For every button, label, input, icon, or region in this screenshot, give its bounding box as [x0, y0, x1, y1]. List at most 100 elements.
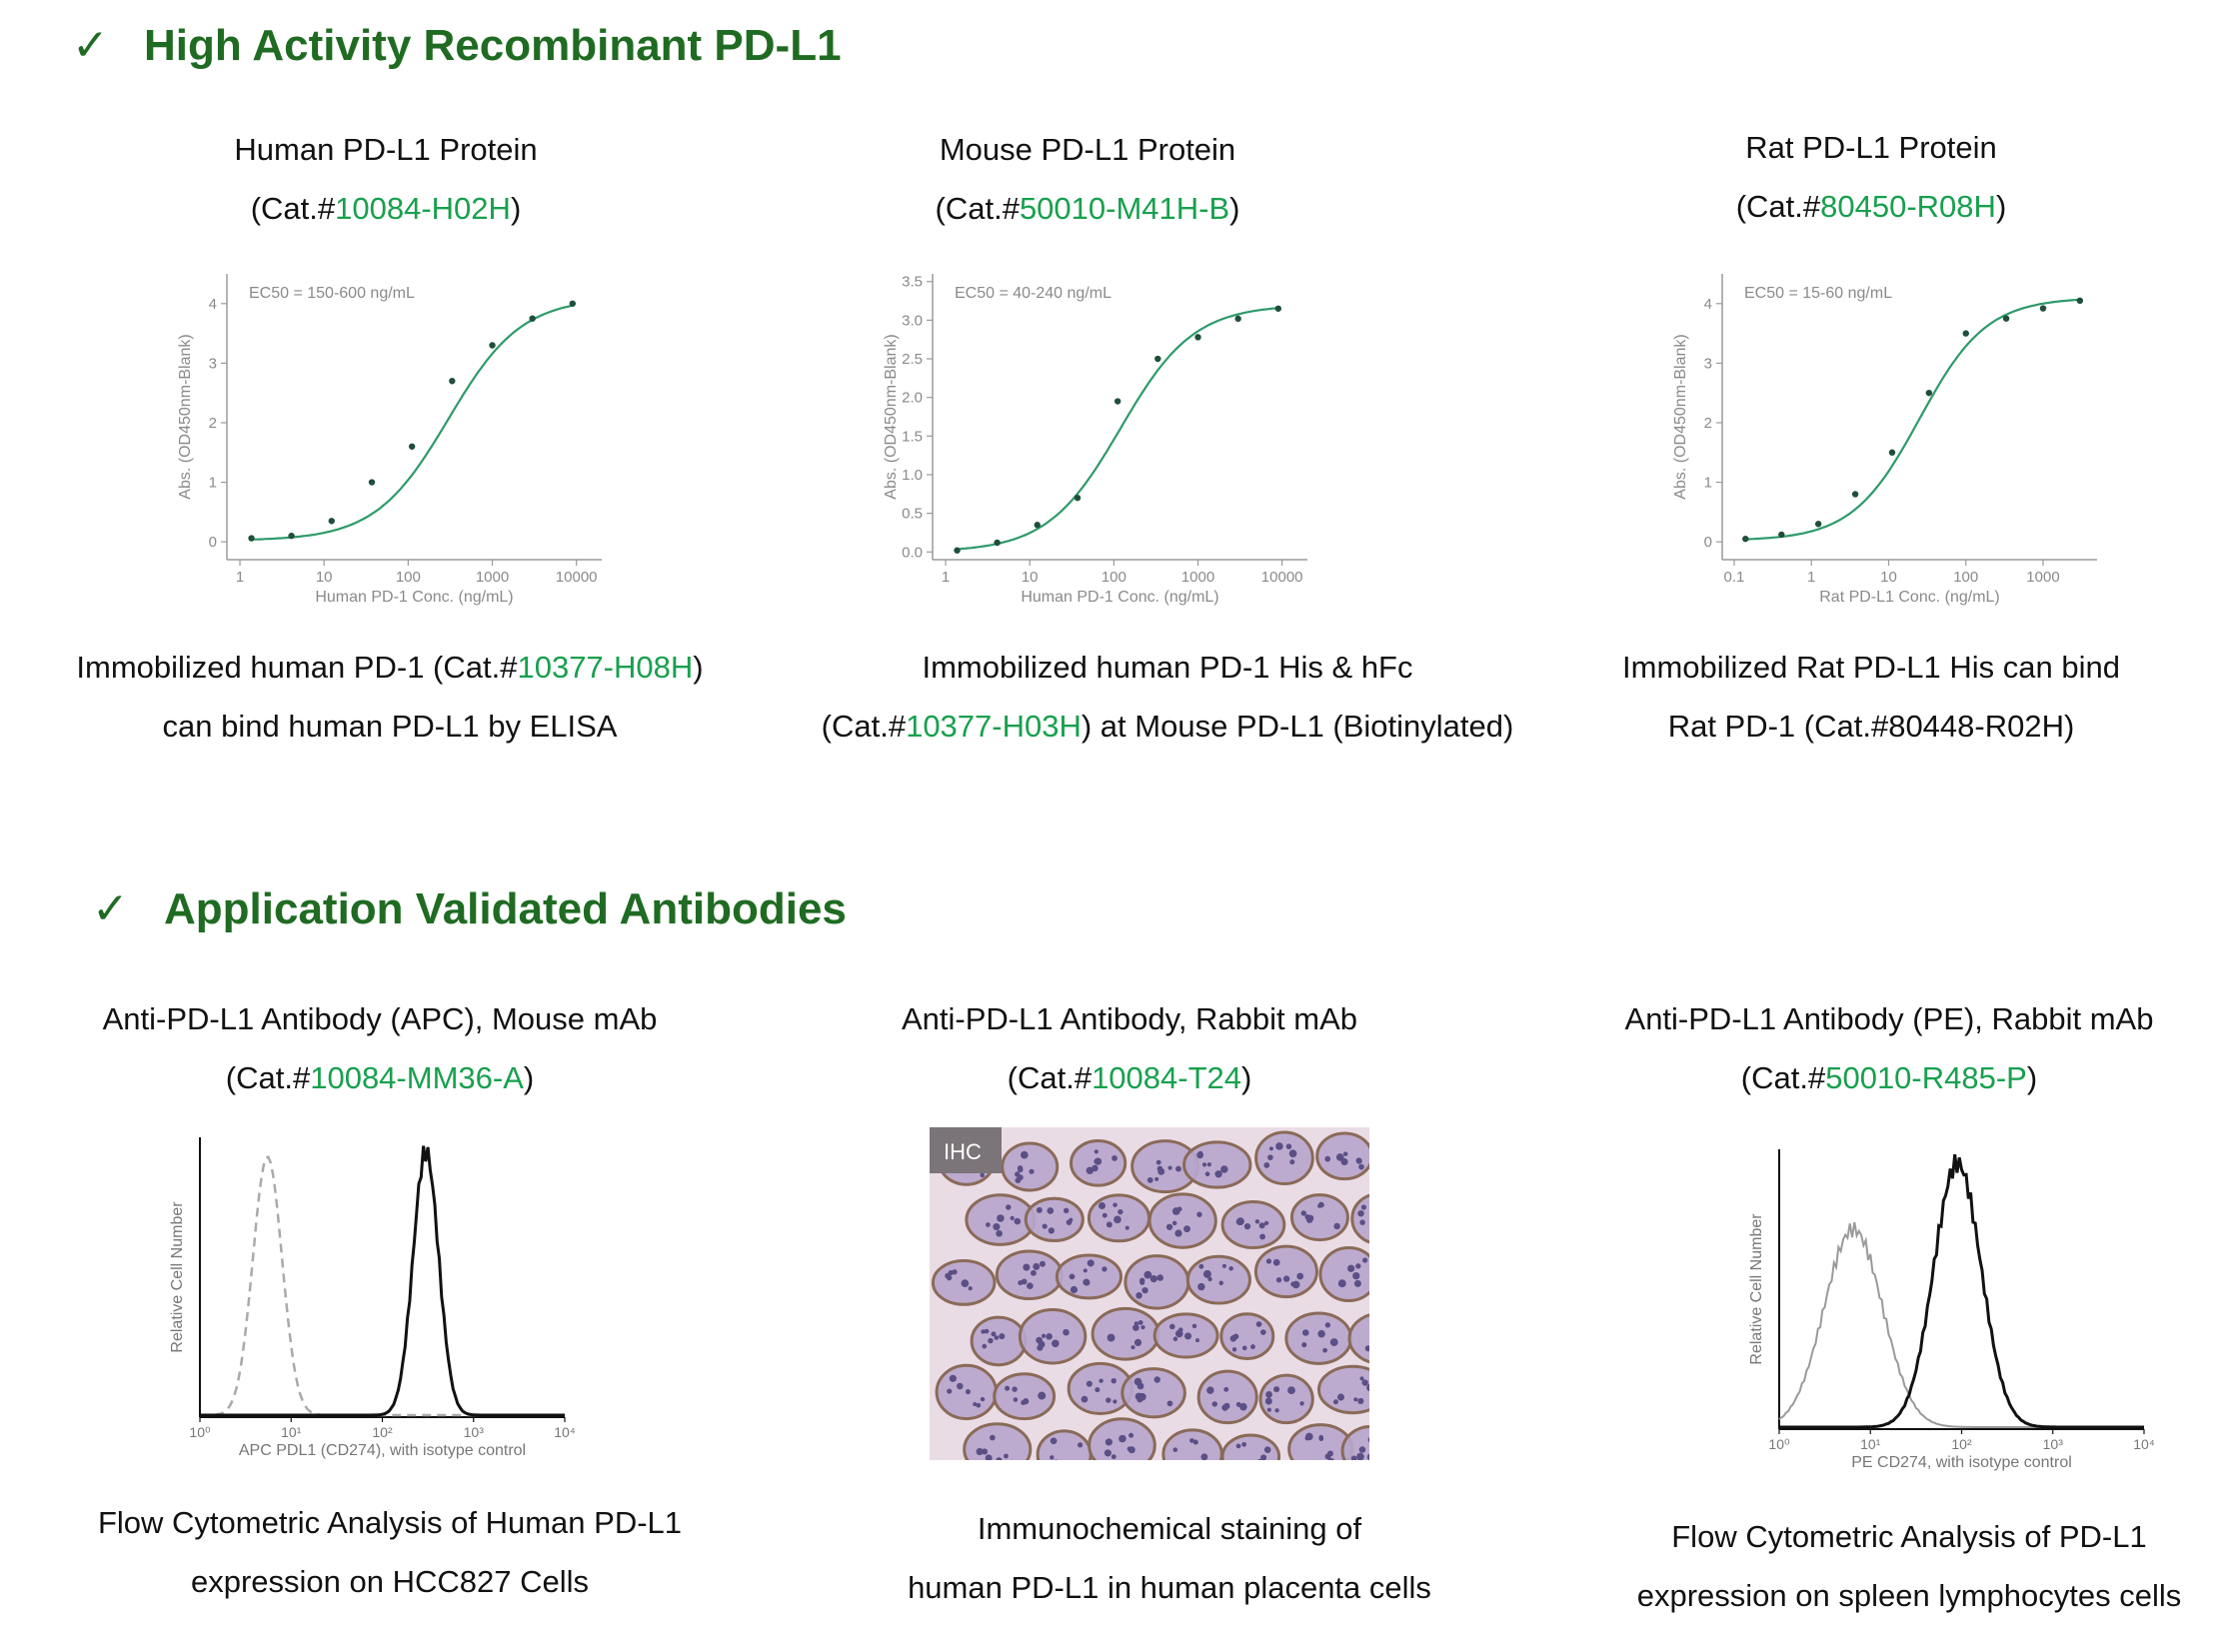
nucleus	[1041, 1333, 1047, 1338]
nucleus	[1235, 1443, 1241, 1449]
flow-chart-spleen: 10⁰ 10¹ 10² 10³ 10⁴ PE CD274, with isotype co…	[1739, 1139, 2159, 1479]
nucleus	[1366, 1345, 1369, 1351]
catalog-link[interactable]: 10377-H08H	[517, 650, 694, 685]
nucleus	[1169, 1323, 1175, 1330]
nucleus	[1223, 1402, 1230, 1409]
nucleus	[1336, 1393, 1345, 1401]
nucleus	[994, 1335, 1000, 1340]
nucleus	[1259, 1329, 1266, 1335]
data-point	[328, 518, 335, 525]
nucleus	[1094, 1158, 1100, 1164]
nucleus	[1106, 1397, 1112, 1403]
nucleus	[1086, 1166, 1095, 1175]
nucleus	[997, 1214, 1005, 1222]
nucleus	[1102, 1212, 1108, 1218]
nucleus	[1304, 1435, 1310, 1441]
nucleus	[1114, 1215, 1121, 1224]
ihc-label: IHC	[944, 1139, 982, 1164]
catalog-link[interactable]: 80450-R08H	[1820, 189, 1996, 224]
x-tick-label: 100	[1102, 569, 1126, 586]
nucleus	[1106, 1221, 1113, 1228]
x-tick-label: 10²	[1951, 1436, 1972, 1452]
x-tick-label: 10⁰	[1768, 1436, 1790, 1452]
data-point	[1074, 494, 1082, 502]
catalog-link[interactable]: 10377-H03H	[906, 709, 1082, 744]
x-tick-label: 0.1	[1724, 569, 1745, 586]
nucleus	[1318, 1436, 1324, 1442]
nucleus	[1361, 1379, 1368, 1386]
tissue-cluster	[1123, 1254, 1190, 1310]
x-tick-label: 10¹	[281, 1424, 302, 1440]
check-icon: ✓	[92, 884, 129, 933]
x-tick-label: 10000	[1261, 569, 1303, 586]
nucleus	[1099, 1202, 1106, 1210]
flow-chart-svg: 10⁰ 10¹ 10² 10³ 10⁴ APC PDL1 (CD274), with is…	[169, 1137, 576, 1459]
catalog-link[interactable]: 10084-T24	[1092, 1060, 1242, 1095]
data-point	[1814, 521, 1822, 528]
protein-caption-mouse: Immobilized human PD-1 His & hFc (Cat.#1…	[821, 650, 1514, 744]
nucleus	[1139, 1279, 1145, 1285]
catalog-link[interactable]: 10084-H02H	[335, 191, 511, 226]
data-point	[1925, 389, 1933, 397]
nucleus	[957, 1382, 964, 1390]
elisa-chart-human: 0 1 2 3 4 1 10 100 1000 10000 Human PD-1 Conc. (ng…	[172, 262, 612, 612]
nucleus	[1296, 1272, 1304, 1280]
nucleus	[980, 1396, 986, 1402]
antibody-title-apc: Anti-PD-L1 Antibody (APC), Mouse mAb (Ca…	[70, 989, 690, 1107]
catalog-link[interactable]: 50010-R485-P	[1825, 1060, 2027, 1095]
tissue-cluster	[995, 1249, 1064, 1301]
nucleus	[1201, 1162, 1207, 1167]
data-point	[1778, 531, 1785, 539]
y-tick-label: 2.5	[902, 351, 923, 368]
nucleus	[1174, 1229, 1182, 1237]
nucleus	[1184, 1332, 1192, 1340]
antibody-caption-ihc: Immunochemical staining of human PD-L1 i…	[908, 1511, 1431, 1605]
nucleus	[1005, 1385, 1011, 1391]
nucleus	[1083, 1268, 1088, 1273]
nucleus	[1111, 1377, 1116, 1384]
nucleus	[1317, 1203, 1322, 1208]
antibody-catalog: (Cat.#10084-MM36-A)	[225, 1060, 535, 1095]
catalog-link[interactable]: 10084-MM36-A	[310, 1060, 524, 1095]
nucleus	[1265, 1258, 1272, 1264]
nucleus	[976, 1402, 982, 1408]
nucleus	[1340, 1157, 1348, 1166]
protein-catalog: (Cat.#10084-H02H)	[250, 191, 522, 226]
nucleus	[1017, 1174, 1024, 1181]
tissue-cluster	[1347, 1313, 1369, 1364]
data-point	[248, 535, 255, 542]
nucleus	[1031, 1269, 1037, 1276]
nucleus	[1211, 1401, 1217, 1407]
nucleus	[1264, 1397, 1272, 1405]
nucleus	[1255, 1321, 1262, 1327]
protein-title-human: Human PD-L1 Protein (Cat.#10084-H02H)	[186, 120, 586, 238]
x-tick-label: 10¹	[1860, 1436, 1881, 1452]
nucleus	[1318, 1330, 1324, 1335]
nucleus	[1048, 1227, 1055, 1234]
nucleus	[1021, 1399, 1027, 1406]
nucleus	[982, 1343, 988, 1349]
nucleus	[1337, 1279, 1346, 1288]
nucleus	[1050, 1455, 1055, 1460]
nucleus	[1231, 1347, 1237, 1352]
antibody-name: Anti-PD-L1 Antibody (APC), Mouse mAb	[102, 1001, 658, 1036]
nucleus	[1326, 1450, 1333, 1457]
x-axis-label: PE CD274, with isotype control	[1851, 1454, 2072, 1471]
nucleus	[1172, 1336, 1178, 1342]
nucleus	[1275, 1142, 1283, 1150]
nucleus	[1289, 1159, 1295, 1165]
nucleus	[1257, 1458, 1263, 1460]
x-tick-label: 10³	[2043, 1436, 2064, 1452]
nucleus	[948, 1269, 955, 1276]
nucleus	[1183, 1225, 1190, 1233]
data-point	[2076, 297, 2084, 305]
nucleus	[1198, 1263, 1204, 1269]
nucleus	[1228, 1266, 1233, 1271]
nucleus	[948, 1275, 953, 1280]
nucleus	[1223, 1386, 1229, 1392]
nucleus	[1194, 1338, 1200, 1343]
nucleus	[1366, 1383, 1369, 1392]
catalog-link[interactable]: 50010-M41H-B	[1019, 191, 1230, 226]
nucleus	[1137, 1320, 1143, 1325]
x-axis-label: Rat PD-L1 Conc. (ng/mL)	[1819, 589, 2000, 606]
